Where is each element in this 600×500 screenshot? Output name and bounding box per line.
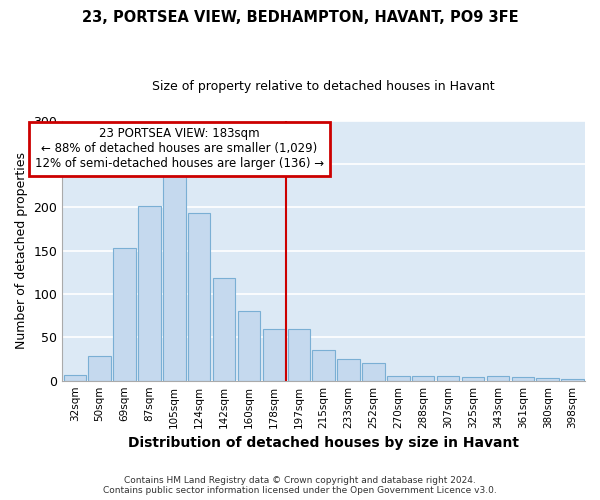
Y-axis label: Number of detached properties: Number of detached properties [15,152,28,349]
Bar [337,359,360,380]
Bar [238,312,260,380]
Bar [88,356,111,380]
Bar [387,376,410,380]
Bar [163,164,185,380]
Bar [113,248,136,380]
Bar [263,328,285,380]
Bar [437,376,460,380]
Bar [287,328,310,380]
Bar [313,350,335,380]
Title: Size of property relative to detached houses in Havant: Size of property relative to detached ho… [152,80,495,93]
Bar [188,214,211,380]
Text: 23 PORTSEA VIEW: 183sqm
← 88% of detached houses are smaller (1,029)
12% of semi: 23 PORTSEA VIEW: 183sqm ← 88% of detache… [35,128,324,170]
Text: Contains HM Land Registry data © Crown copyright and database right 2024.
Contai: Contains HM Land Registry data © Crown c… [103,476,497,495]
Bar [487,376,509,380]
Bar [362,364,385,380]
X-axis label: Distribution of detached houses by size in Havant: Distribution of detached houses by size … [128,436,519,450]
Bar [412,376,434,380]
Bar [138,206,161,380]
Bar [64,376,86,380]
Bar [213,278,235,380]
Bar [462,377,484,380]
Bar [562,379,584,380]
Bar [512,377,534,380]
Text: 23, PORTSEA VIEW, BEDHAMPTON, HAVANT, PO9 3FE: 23, PORTSEA VIEW, BEDHAMPTON, HAVANT, PO… [82,10,518,25]
Bar [536,378,559,380]
